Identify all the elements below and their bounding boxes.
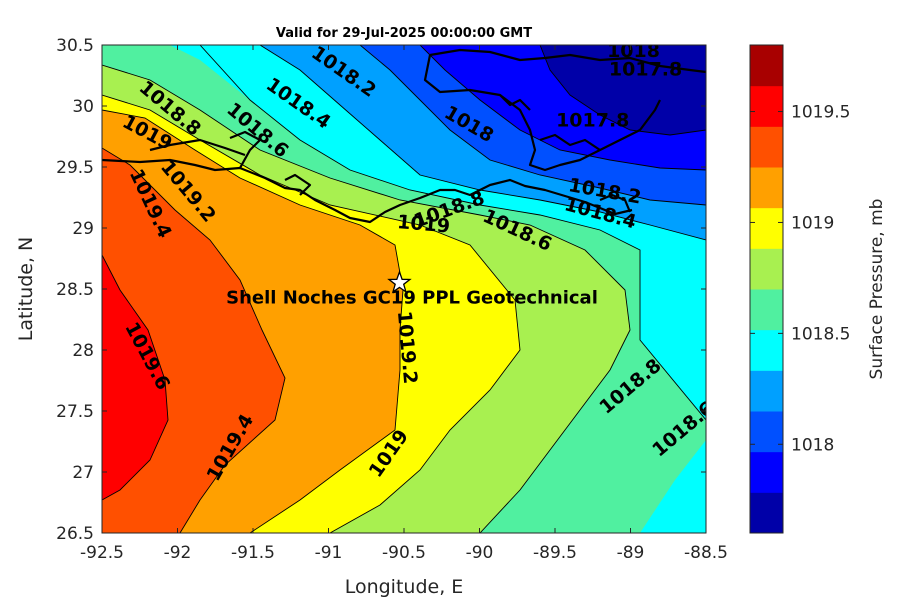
colorbar-swatch: [750, 492, 783, 534]
x-tick-label: -89.5: [533, 543, 577, 563]
map-title: Valid for 29-Jul-2025 00:00:00 GMT: [276, 26, 532, 41]
colorbar-swatch: [750, 411, 783, 453]
colorbar-label: Surface Pressure, mb: [867, 199, 887, 380]
x-tick-label: -92.5: [80, 543, 124, 563]
contour-label: 1019: [396, 211, 451, 238]
y-tick-label: 30: [72, 97, 94, 117]
x-axis-label: Longitude, E: [345, 576, 464, 598]
x-tick-label: -89: [617, 543, 645, 563]
x-tick-label: -90: [466, 543, 494, 563]
site-annotation: Shell Noches GC19 PPL Geotechnical: [226, 288, 598, 309]
y-tick-label: 27: [72, 463, 94, 483]
x-tick-label: -91.5: [231, 543, 275, 563]
x-tick-label: -90.5: [382, 543, 426, 563]
y-tick-label: 26.5: [56, 524, 94, 544]
contour-label: 1018: [607, 40, 660, 62]
y-axis-label: Latitude, N: [15, 237, 37, 342]
colorbar-swatch: [750, 85, 783, 127]
y-tick-label: 28: [72, 341, 94, 361]
colorbar-tick-label: 1018: [791, 435, 834, 455]
x-tick-label: -92: [164, 543, 192, 563]
x-tick-label: -88.5: [684, 543, 728, 563]
y-tick-label: 29.5: [56, 158, 94, 178]
colorbar-swatch: [750, 45, 783, 87]
colorbar-swatch: [750, 126, 783, 168]
coastline: [102, 48, 706, 224]
contour-label: 1017.8: [556, 110, 629, 132]
colorbar-tick-label: 1019.5: [791, 103, 850, 123]
colorbar-swatch: [750, 248, 783, 290]
y-tick-label: 28.5: [56, 280, 94, 300]
y-axis: 26.5 27 27.5 28 28.5 29 29.5 30 30.5: [56, 36, 706, 544]
band-1019-6-plus: [102, 255, 168, 500]
colorbar-tick-label: 1018.5: [791, 324, 850, 344]
x-tick-label: -91: [315, 543, 343, 563]
y-tick-label: 30.5: [56, 36, 94, 56]
colorbar-tick-label: 1019: [791, 213, 834, 233]
colorbar-swatch: [750, 207, 783, 249]
colorbar-swatch: [750, 289, 783, 331]
site-marker: [387, 269, 412, 294]
colorbar-swatch: [750, 329, 783, 371]
y-tick-label: 29: [72, 219, 94, 239]
colorbar: 1018 1018.5 1019 1019.5: [749, 44, 850, 534]
x-axis: -92.5 -92 -91.5 -91 -90.5 -90 -89.5 -89 -88.5: [80, 45, 728, 563]
y-tick-label: 27.5: [56, 402, 94, 422]
colorbar-swatch: [750, 370, 783, 412]
contour-label: 1017.8: [609, 58, 682, 80]
colorbar-swatch: [750, 451, 783, 493]
star-marker: [387, 269, 412, 294]
colorbar-frame: [749, 44, 784, 534]
colorbar-swatch: [750, 167, 783, 209]
